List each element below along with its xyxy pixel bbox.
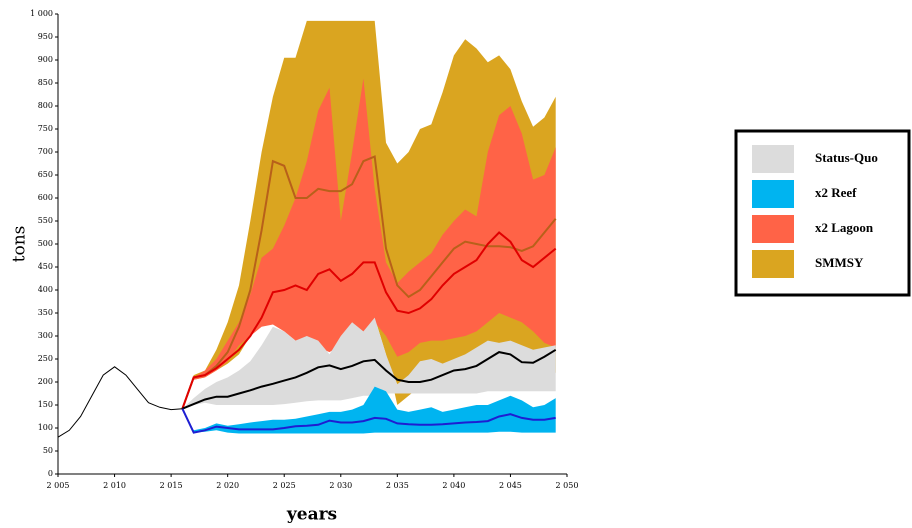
y-tick-label: 700 [38,147,53,156]
legend-swatch [752,250,794,278]
x-tick-label: 2 030 [329,481,352,490]
y-tick-label: 750 [38,124,53,133]
y-tick-label: 800 [38,101,53,110]
y-tick-label: 500 [38,239,53,248]
legend-swatch [752,145,794,173]
x-tick-label: 2 040 [442,481,465,490]
x-tick-label: 2 015 [160,481,183,490]
y-tick-label: 300 [38,331,53,340]
legend-label: SMMSY [815,255,864,270]
band [182,78,556,409]
y-tick-label: 600 [38,193,53,202]
x-axis-title: years [286,505,337,525]
legend-label: x2 Reef [815,185,857,200]
y-tick-label: 900 [38,55,53,64]
y-tick-label: 350 [38,308,53,317]
x-tick-label: 2 005 [47,481,70,490]
y-tick-label: 1 000 [30,9,53,18]
y-tick-label: 50 [43,446,53,455]
x-tick-label: 2 020 [216,481,239,490]
y-tick-label: 0 [48,469,53,478]
median-line [181,231,557,410]
y-tick-label: 550 [38,216,53,225]
y-axis-title: tons [10,226,30,263]
x-tick-label: 2 050 [556,481,579,490]
history-line [57,366,183,438]
y-tick-label: 650 [38,170,53,179]
median-line [181,408,556,434]
median-line [182,348,557,410]
plot-area [57,20,557,438]
y-tick-label: 250 [38,354,53,363]
x-tick-label: 2 010 [103,481,126,490]
y-tick-label: 100 [38,423,53,432]
legend: Status-Quo x2 Reef x2 Lagoon SMMSY [752,145,878,278]
y-tick-label: 200 [38,377,53,386]
legend-label: x2 Lagoon [815,220,874,235]
median-line [181,155,557,410]
band [182,317,556,409]
y-tick-label: 450 [38,262,53,271]
legend-swatch [752,180,794,208]
y-tick-label: 400 [38,285,53,294]
y-tick-label: 850 [38,78,53,87]
y-tick-label: 950 [38,32,53,41]
x-tick-label: 2 035 [386,481,409,490]
legend-swatch [752,215,794,243]
legend-label: Status-Quo [815,150,878,165]
axes: 0 50 100 150 200 250 300 350 400 450 500 550 600 650 7… [30,9,578,490]
y-tick-label: 150 [38,400,53,409]
x-tick-label: 2 025 [273,481,296,490]
x-tick-label: 2 045 [499,481,522,490]
